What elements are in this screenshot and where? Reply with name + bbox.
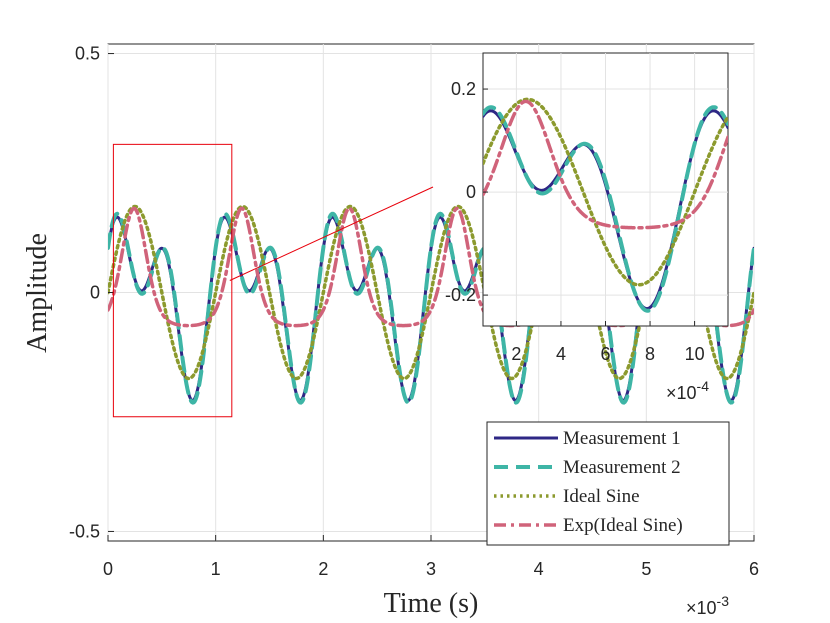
x-exponent-label: ×10-3 <box>686 593 729 618</box>
series-line-exp-ideal-sine- <box>483 99 728 230</box>
inset-x-axis: 2 4 6 8 10 <box>511 321 705 364</box>
legend: Measurement 1 Measurement 2 Ideal Sine Exp(… <box>486 421 730 546</box>
inset-y-tick-label: -0.2 <box>445 285 476 305</box>
x-tick-label: 1 <box>211 559 221 579</box>
y-tick-label: 0 <box>90 283 100 303</box>
x-axis-label: Time (s) <box>384 588 479 619</box>
legend-entry: Measurement 2 <box>563 457 681 478</box>
inset-y-axis: -0.2 0 0.2 <box>445 79 488 305</box>
inset-series-lines <box>483 97 728 313</box>
inset-x-tick-label: 10 <box>685 344 705 364</box>
x-exponent-base: ×10 <box>686 598 717 618</box>
inset-x-exponent-label: ×10-4 <box>666 378 709 403</box>
x-tick-label: 0 <box>103 559 113 579</box>
x-tick-label: 5 <box>641 559 651 579</box>
inset-x-tick-label: 4 <box>556 344 566 364</box>
series-line-measurement-2 <box>483 105 728 313</box>
inset-x-exponent-base: ×10 <box>666 383 697 403</box>
y-tick-label: 0.5 <box>75 44 100 64</box>
x-tick-label: 3 <box>426 559 436 579</box>
series-line-ideal-sine <box>483 97 728 287</box>
y-tick-label: -0.5 <box>69 521 100 541</box>
x-tick-label: 2 <box>318 559 328 579</box>
inset-x-tick-label: 8 <box>645 344 655 364</box>
inset-y-tick-label: 0 <box>466 182 476 202</box>
legend-entry: Ideal Sine <box>563 486 640 507</box>
zoom-connector-line <box>229 186 434 281</box>
main-y-axis: -0.5 0 0.5 <box>69 44 114 541</box>
inset-x-exponent-power: -4 <box>697 378 710 394</box>
x-tick-label: 6 <box>749 559 759 579</box>
inset-x-tick-label: 2 <box>511 344 521 364</box>
x-tick-label: 4 <box>534 559 544 579</box>
x-exponent-power: -3 <box>717 593 730 609</box>
legend-entry: Exp(Ideal Sine) <box>563 515 683 536</box>
legend-entry: Measurement 1 <box>563 428 681 449</box>
zoom-region-box <box>112 143 233 418</box>
inset-y-tick-label: 0.2 <box>451 79 476 99</box>
y-axis-label: Amplitude <box>22 233 53 353</box>
inset-x-tick-label: 6 <box>600 344 610 364</box>
